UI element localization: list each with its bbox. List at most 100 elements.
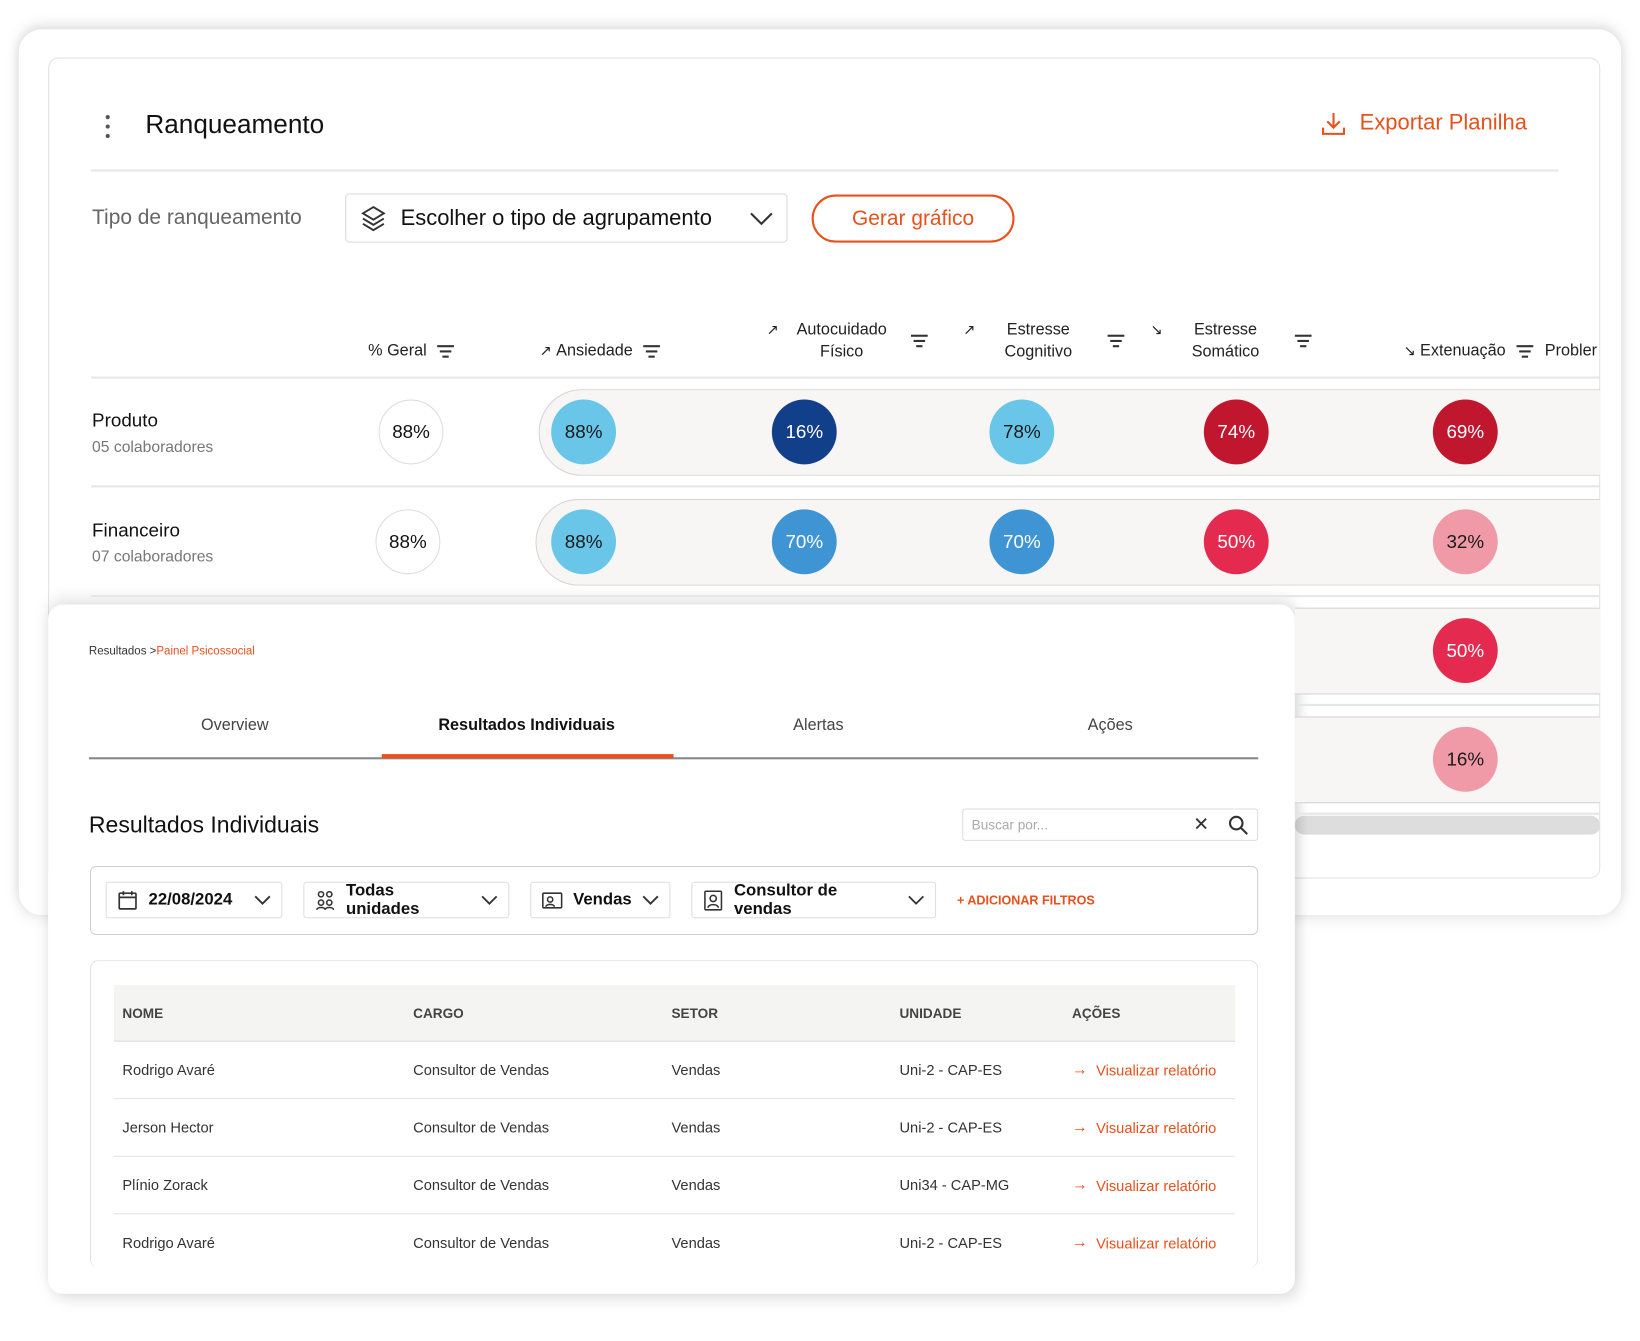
filter-icon[interactable] — [1107, 334, 1125, 348]
column-header[interactable]: ↘ Estresse Somático — [1150, 319, 1312, 363]
score-circle[interactable]: 70% — [989, 509, 1055, 575]
date-filter[interactable]: 22/08/2024 — [105, 881, 283, 919]
filter-icon[interactable] — [643, 344, 660, 358]
more-options-icon[interactable] — [104, 115, 112, 139]
score-circle[interactable]: 78% — [989, 399, 1055, 465]
column-label: Estresse Cognitivo — [1004, 321, 1073, 361]
search-placeholder: Buscar por... — [971, 816, 1048, 833]
row-divider — [1294, 812, 1601, 815]
column-label: Extenuação — [1420, 342, 1506, 360]
row-divider — [90, 485, 1601, 488]
chevron-down-icon — [481, 895, 498, 905]
column-header[interactable]: ↘ Extenuação — [1404, 340, 1533, 362]
active-tab-indicator — [381, 754, 674, 759]
column-header[interactable]: ↗ Estresse Cognitivo — [963, 319, 1125, 363]
search-field[interactable]: Buscar por... ✕ — [962, 808, 1259, 841]
group-name: Financeiro — [92, 519, 180, 541]
horizontal-scrollbar[interactable] — [1294, 815, 1601, 835]
sector-filter[interactable]: Vendas — [530, 881, 671, 919]
column-label: Probler — [1544, 342, 1598, 360]
table-row: Rodrigo Avaré Consultor de Vendas Vendas Un… — [114, 1214, 1235, 1267]
view-report-link[interactable]: → Visualizar relatório — [1072, 1061, 1216, 1079]
table-cell: Rodrigo Avaré — [122, 1234, 215, 1251]
column-header[interactable]: % Geral — [368, 340, 454, 362]
overall-score-circle[interactable]: 88% — [375, 509, 441, 575]
filter-icon[interactable] — [910, 334, 928, 348]
tab-resultados-individuais[interactable]: Resultados Individuais — [438, 716, 615, 735]
sort-arrow-icon: ↘ — [1150, 321, 1163, 338]
tab-alertas[interactable]: Alertas — [793, 716, 844, 735]
table-header: NOME CARGO SETOR UNIDADE AÇÕES — [114, 985, 1236, 1042]
table-cell: Vendas — [671, 1061, 721, 1079]
group-name: Produto — [92, 409, 158, 431]
view-report-label: Visualizar relatório — [1096, 1061, 1217, 1079]
row-divider — [1294, 703, 1601, 706]
group-count: 05 colaboradores — [92, 438, 214, 457]
table-cell: Uni-2 - CAP-ES — [899, 1061, 1003, 1079]
view-report-link[interactable]: → Visualizar relatório — [1072, 1234, 1216, 1252]
column-header: AÇÕES — [1072, 1005, 1121, 1021]
score-circle[interactable]: 69% — [1432, 399, 1498, 465]
score-circle[interactable]: 74% — [1203, 399, 1269, 465]
score-circle[interactable]: 16% — [1432, 726, 1498, 792]
overall-score-circle[interactable]: 88% — [378, 399, 444, 465]
score-circle[interactable]: 32% — [1432, 509, 1498, 575]
score-circle[interactable]: 88% — [551, 509, 617, 575]
table-cell: Jerson Hector — [122, 1119, 214, 1136]
tab-overview[interactable]: Overview — [201, 716, 269, 735]
table-row: Plínio Zorack Consultor de Vendas Vendas Un… — [114, 1157, 1236, 1215]
tab-a-es[interactable]: Ações — [1087, 716, 1133, 735]
clear-icon[interactable]: ✕ — [1193, 813, 1210, 835]
grouping-select-value: Escolher o tipo de agrupamento — [400, 205, 712, 230]
layers-icon — [361, 205, 386, 231]
export-spreadsheet-button[interactable]: Exportar Planilha — [1320, 110, 1527, 137]
filter-icon[interactable] — [1294, 334, 1312, 348]
breadcrumb-root[interactable]: Resultados > — [88, 645, 157, 658]
column-header[interactable]: ↗ Ansiedade — [540, 340, 660, 362]
score-row-band — [538, 389, 1601, 476]
filter-icon[interactable] — [437, 344, 454, 358]
search-icon[interactable] — [1228, 814, 1249, 835]
score-circle[interactable]: 16% — [771, 399, 837, 465]
column-header[interactable]: ↗ Autocuidado Físico — [767, 319, 928, 363]
export-label: Exportar Planilha — [1359, 110, 1527, 135]
divider — [90, 169, 1559, 172]
table-cell: Vendas — [671, 1234, 721, 1251]
download-icon — [1322, 112, 1346, 135]
score-circle[interactable]: 50% — [1203, 509, 1269, 575]
sort-arrow-icon: ↗ — [539, 342, 552, 359]
role-filter[interactable]: Consultor de vendas — [691, 881, 937, 919]
score-circle[interactable]: 70% — [771, 509, 837, 575]
breadcrumb-current[interactable]: Painel Psicossocial — [156, 645, 255, 658]
results-table: NOME CARGO SETOR UNIDADE AÇÕES Rodrigo Avaré… — [114, 985, 1236, 1267]
column-label: Autocuidado Físico — [796, 321, 887, 361]
filters-bar — [89, 866, 1259, 936]
arrow-right-icon: → — [1072, 1176, 1088, 1194]
table-cell: Consultor de Vendas — [413, 1119, 550, 1136]
add-filters-button[interactable]: + ADICIONAR FILTROS — [956, 893, 1095, 908]
sort-arrow-icon: ↘ — [1403, 342, 1416, 359]
score-circle[interactable]: 50% — [1432, 618, 1498, 683]
table-cell: Rodrigo Avaré — [122, 1061, 215, 1079]
units-filter[interactable]: Todas unidades — [303, 881, 510, 919]
table-cell: Uni-2 - CAP-ES — [899, 1234, 1003, 1251]
grouping-select[interactable]: Escolher o tipo de agrupamento — [345, 193, 788, 243]
view-report-link[interactable]: → Visualizar relatório — [1072, 1176, 1216, 1194]
row-divider — [90, 595, 1601, 598]
column-header: SETOR — [671, 1005, 719, 1021]
view-report-link[interactable]: → Visualizar relatório — [1072, 1119, 1216, 1137]
chevron-down-icon — [642, 895, 659, 905]
generate-chart-button[interactable]: Gerar gráfico — [811, 194, 1015, 243]
table-cell: Vendas — [671, 1119, 721, 1136]
filter-icon[interactable] — [1516, 344, 1533, 358]
chevron-down-icon — [750, 212, 773, 225]
users-group-icon — [316, 890, 335, 910]
chevron-down-icon — [908, 895, 925, 905]
column-header[interactable]: Probler — [1545, 340, 1600, 362]
view-report-label: Visualizar relatório — [1096, 1119, 1217, 1136]
table-row: Jerson Hector Consultor de Vendas Vendas Un… — [114, 1099, 1236, 1157]
page-title: Ranqueamento — [145, 109, 325, 140]
arrow-right-icon: → — [1072, 1061, 1088, 1079]
score-circle[interactable]: 88% — [551, 399, 617, 465]
view-report-label: Visualizar relatório — [1096, 1176, 1217, 1194]
